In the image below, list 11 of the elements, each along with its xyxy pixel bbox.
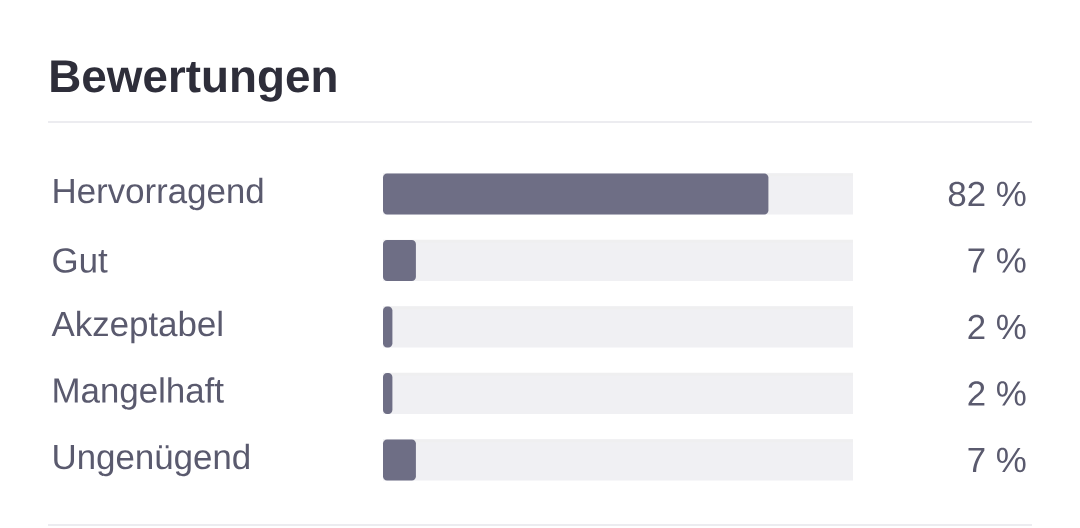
y-tick-label: Ungenügend [54,443,249,477]
data-label: 2 % [968,381,1026,406]
data-label: 2 % [968,314,1026,340]
y-tick-label: Gut [53,248,108,273]
data-label: 7 % [968,447,1026,473]
y-tick-label: Mangelhaft [54,377,224,410]
y-tick-label: Hervorragend [54,177,263,211]
chart-title: Bewertungen [51,60,336,102]
data-label: 7 % [968,248,1026,273]
y-tick-label: Akzeptabel [51,310,222,344]
data-label: 82 % [948,181,1026,207]
